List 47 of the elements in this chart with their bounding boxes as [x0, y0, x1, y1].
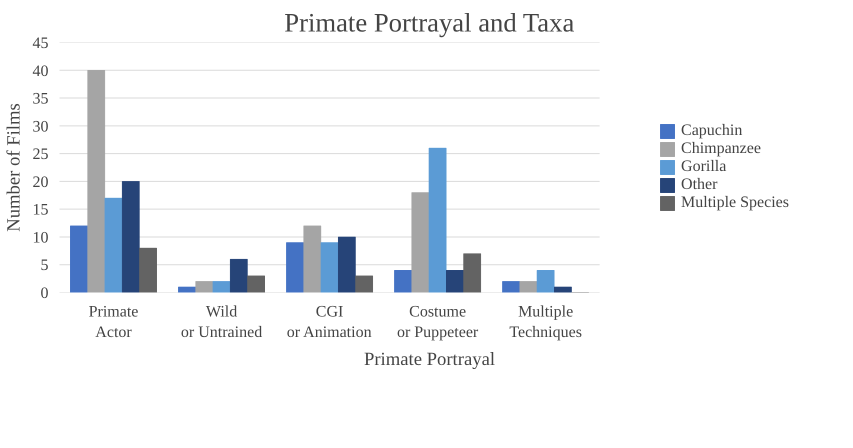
bar [122, 181, 140, 292]
bar [394, 270, 412, 292]
y-axis-title: Number of Films [4, 103, 24, 232]
legend-label: Chimpanzee [681, 140, 761, 158]
x-axis-title: Primate Portrayal [364, 348, 496, 370]
y-tick-label: 30 [32, 118, 48, 136]
y-tick-label: 5 [40, 257, 48, 274]
bar [502, 281, 520, 292]
y-tick-label: 35 [32, 90, 48, 108]
bar [104, 198, 122, 292]
bar [139, 248, 157, 292]
legend-label: Multiple Species [681, 194, 789, 212]
bar [230, 258, 248, 292]
x-tick-label: Multiple Techniques [509, 304, 582, 341]
bar [519, 281, 538, 292]
bar [286, 242, 304, 292]
bar [554, 286, 572, 292]
bar [446, 270, 464, 292]
x-tick-label: CGI or Animation [286, 304, 372, 341]
legend-label: Gorilla [681, 158, 726, 176]
y-tick-label: 40 [32, 62, 48, 80]
bar [463, 253, 482, 292]
y-tick-label: 10 [32, 229, 48, 246]
bar [247, 276, 266, 292]
bar [195, 281, 214, 292]
y-tick-label: 25 [32, 146, 48, 164]
bar [303, 226, 322, 292]
bar [212, 281, 230, 292]
bar [536, 270, 555, 292]
x-tick-label: Primate Actor [88, 304, 138, 341]
bar [411, 192, 430, 292]
chart-title: Primate Portrayal and Taxa [284, 8, 574, 38]
legend-label: Capuchin [681, 122, 742, 140]
bar [178, 286, 196, 292]
bar [338, 236, 356, 292]
bar [320, 242, 338, 292]
bar [70, 226, 88, 292]
y-tick-label: 45 [32, 35, 48, 52]
y-tick-label: 20 [32, 174, 48, 191]
y-tick-label: 15 [32, 202, 48, 219]
x-tick-label: Wild or Untrained [180, 304, 262, 341]
y-tick-label: 0 [40, 285, 48, 302]
legend-label: Other [681, 176, 718, 194]
bar [87, 70, 106, 292]
x-tick-label: Costume or Puppeteer [396, 304, 479, 341]
bar [428, 148, 446, 292]
bar [355, 276, 374, 292]
